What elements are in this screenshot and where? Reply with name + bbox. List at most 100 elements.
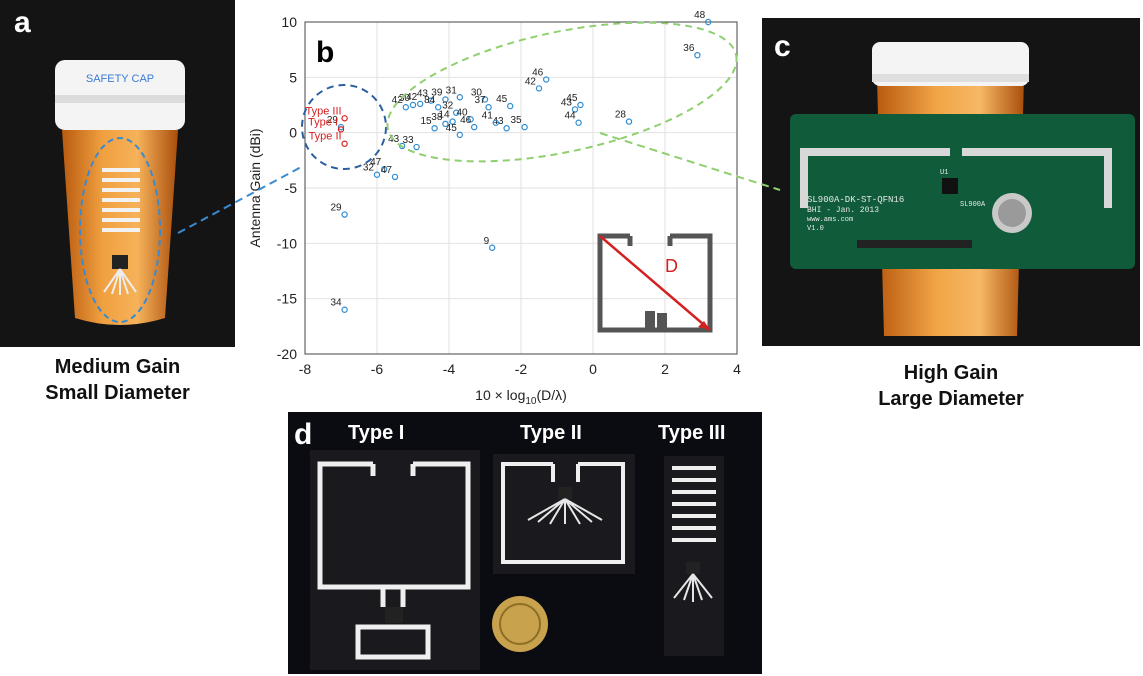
data-point xyxy=(456,131,463,139)
data-point xyxy=(452,109,460,116)
x-tick-label: -4 xyxy=(443,361,456,377)
data-point xyxy=(449,118,456,125)
data-point xyxy=(442,96,449,103)
point-label: 47 xyxy=(370,157,382,168)
data-point xyxy=(431,125,438,132)
data-point xyxy=(337,123,345,131)
bottle-large-illustration: SL900A-DK-ST-QFN16 BHI - Jan. 2013 www.a… xyxy=(790,42,1135,336)
type-label-3: Type III xyxy=(658,422,726,444)
data-point xyxy=(535,85,543,92)
data-point xyxy=(427,97,435,104)
x-tick-label: 4 xyxy=(733,361,741,377)
data-point xyxy=(481,96,489,103)
highlight-ellipse-a xyxy=(79,137,161,323)
data-point xyxy=(575,119,582,126)
data-point xyxy=(416,100,424,108)
highlight-ellipse-blue xyxy=(301,84,387,170)
board-line3: www.ams.com xyxy=(807,216,853,224)
type-data-point xyxy=(337,126,345,133)
x-tick-label: 0 xyxy=(589,361,597,377)
inset-d-label: D xyxy=(665,256,678,276)
point-label: 30 xyxy=(399,93,411,104)
point-label: 36 xyxy=(683,43,695,54)
highlight-ellipse-green xyxy=(386,21,738,163)
data-point xyxy=(577,101,584,109)
board-line2: BHI - Jan. 2013 xyxy=(807,206,879,215)
caption-c-line1: High Gain xyxy=(903,362,999,384)
data-point xyxy=(488,244,496,251)
x-axis-label: 10 × log10(D/λ) xyxy=(475,387,567,407)
cap-text: SAFETY CAP xyxy=(86,73,154,85)
point-label: 38 xyxy=(431,112,443,123)
caption-c: High Gain Large Diameter xyxy=(762,360,1140,412)
point-label: 42 xyxy=(525,76,537,87)
caption-a-line2: Small Diameter xyxy=(45,382,190,404)
data-point xyxy=(409,101,417,109)
data-point xyxy=(413,143,420,151)
caption-c-line2: Large Diameter xyxy=(878,388,1024,410)
point-label: 41 xyxy=(482,111,494,122)
antenna-types-illustration xyxy=(310,450,724,670)
data-point xyxy=(456,94,463,101)
data-point xyxy=(503,125,510,132)
point-label: 37 xyxy=(474,95,486,106)
data-point xyxy=(705,18,712,26)
data-point xyxy=(442,120,449,128)
data-point xyxy=(492,119,499,126)
x-tick-label: 2 xyxy=(661,361,669,377)
point-label: 45 xyxy=(446,123,458,134)
y-tick-label: -5 xyxy=(285,180,298,196)
y-tick-label: -20 xyxy=(277,346,297,362)
point-label: 42 xyxy=(406,92,418,103)
board-line4: V1.0 xyxy=(807,225,824,233)
point-label: 33 xyxy=(402,135,414,146)
point-label: 44 xyxy=(564,111,576,122)
point-label: 32 xyxy=(363,163,375,174)
point-label: 9 xyxy=(484,236,490,247)
data-point xyxy=(694,52,701,59)
x-tick-label: -2 xyxy=(515,361,528,377)
data-point xyxy=(402,104,409,111)
data-point xyxy=(543,76,550,83)
chip-label: SL900A xyxy=(960,201,986,209)
photo-panel-d: d Type I Type II Type III xyxy=(288,412,762,674)
data-point xyxy=(391,173,399,181)
panel-letter-d: d xyxy=(294,418,313,451)
data-point xyxy=(625,118,633,125)
point-label: 40 xyxy=(456,107,468,118)
x-tick-label: -8 xyxy=(299,361,312,377)
photo-panel-a: SAFETY CAP a xyxy=(0,0,235,347)
point-label: 35 xyxy=(510,115,522,126)
data-point xyxy=(485,104,492,111)
y-axis-label: Antenna Gain (dBi) xyxy=(247,128,263,247)
data-point xyxy=(521,123,528,131)
data-point xyxy=(341,306,348,313)
point-label: 47 xyxy=(381,165,393,176)
point-label: 46 xyxy=(532,68,544,79)
point-label: 34 xyxy=(330,298,342,309)
type-point-label: Type III xyxy=(306,105,342,117)
type-data-point xyxy=(341,115,348,122)
point-label: 15 xyxy=(420,116,432,127)
point-label: 30 xyxy=(471,87,483,98)
point-label: 29 xyxy=(327,115,339,126)
photo-panel-c: SL900A-DK-ST-QFN16 BHI - Jan. 2013 www.a… xyxy=(762,18,1140,346)
data-point xyxy=(434,104,442,111)
bottle-small-illustration: SAFETY CAP xyxy=(55,60,185,325)
point-label: 14 xyxy=(438,110,450,121)
data-point xyxy=(571,106,579,113)
point-label: 84 xyxy=(424,95,436,106)
inset-antenna-diagram: D xyxy=(597,233,713,333)
type-label-2: Type II xyxy=(520,422,582,444)
diameter-arrow xyxy=(599,235,711,331)
point-label: 32 xyxy=(442,101,454,112)
point-label: 28 xyxy=(615,110,627,121)
point-label: 46 xyxy=(460,115,472,126)
point-label: 43 xyxy=(561,97,573,108)
type-point-label: Type II xyxy=(309,131,342,143)
data-point xyxy=(470,123,478,131)
point-label: 29 xyxy=(330,203,342,214)
x-tick-label: -6 xyxy=(371,361,384,377)
